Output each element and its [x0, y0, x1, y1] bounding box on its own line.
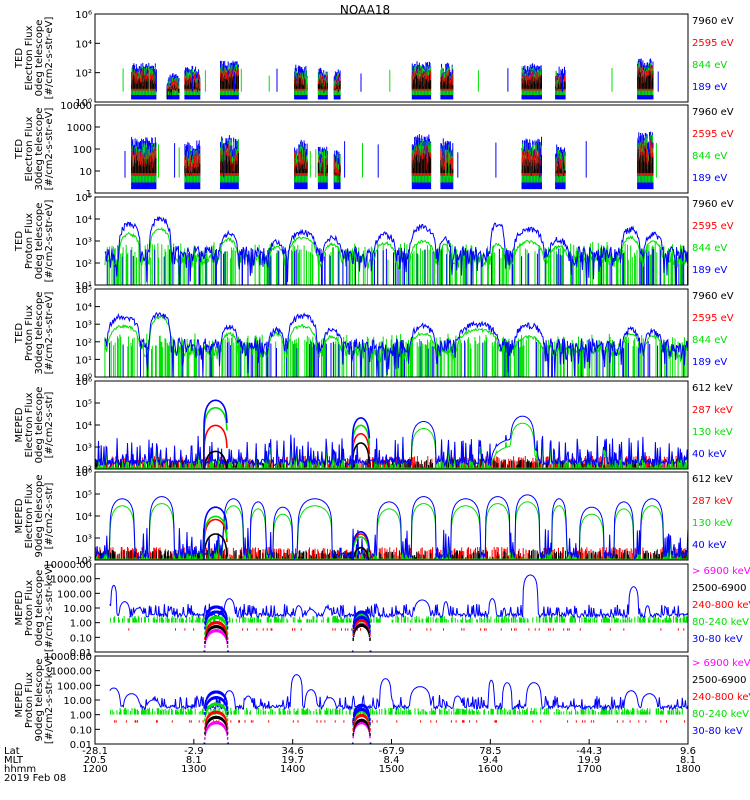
y-axis-label: 30deg telescope — [34, 291, 45, 374]
saa-green-arc — [351, 424, 371, 469]
y-tick-label: 1000 — [67, 123, 92, 134]
y-tick-label: 10³ — [75, 320, 92, 331]
saa-red-arc — [351, 432, 371, 469]
proton-blue-series — [104, 215, 688, 285]
legend-entry: 844 eV — [692, 60, 727, 71]
legend-entry: 130 keV — [692, 427, 733, 438]
y-axis-label: TED — [14, 139, 25, 160]
y-axis-label: [#/cm2-s-str-eV] — [44, 292, 55, 375]
y-tick-label: 10² — [75, 69, 92, 80]
y-tick-label: 10⁴ — [75, 215, 92, 226]
y-axis-label: [#/cm2-s-str-eV] — [44, 108, 55, 191]
y-axis-label: [#/cm2-s-str-eV] — [44, 17, 55, 100]
y-tick-label: 10000 — [60, 101, 92, 112]
y-axis-label: TED — [14, 323, 25, 344]
y-tick-label: 10⁰ — [75, 98, 92, 109]
saa-black-arc — [203, 450, 228, 469]
y-axis-label: Electron Flux — [24, 116, 35, 181]
panel-plot-area — [122, 58, 659, 100]
saa-black-arc — [351, 442, 371, 469]
legend-entry: 189 eV — [692, 357, 727, 368]
y-axis-label: Proton Flux — [24, 305, 35, 361]
y-tick-label: 10² — [75, 259, 92, 270]
legend-entry: 2595 eV — [692, 313, 734, 324]
y-tick-label: 10¹ — [75, 281, 92, 292]
y-axis-label: 0deg telescope — [34, 20, 45, 97]
panel-frame — [94, 13, 689, 103]
panel-plot-area — [95, 399, 688, 469]
y-axis-label: 30deg telescope — [34, 107, 45, 190]
legend-entry: 7960 eV — [692, 107, 734, 118]
legend-entry: 844 eV — [692, 151, 727, 162]
saa-blue-arc — [351, 417, 371, 469]
panel-plot-area — [95, 494, 688, 560]
legend-entry: 40 keV — [692, 449, 726, 460]
panel-1: 10⁰ 10² 10⁴ 10⁶ TED Electron Flux 0deg telesco… — [14, 10, 734, 109]
panel-2: 1 10 100 1000 10000 TED Electron Flux 30deg tel… — [14, 101, 734, 200]
legend-entry: 2595 eV — [692, 221, 734, 232]
y-tick-label: 10⁰ — [75, 373, 92, 384]
legend-entry: 2595 eV — [692, 129, 734, 140]
legend-entry: 189 eV — [692, 265, 727, 276]
legend-entry: 612 keV — [692, 383, 733, 394]
y-tick-label: 10² — [75, 465, 92, 476]
legend-entry: 844 eV — [692, 243, 727, 254]
legend-entry: 844 eV — [692, 335, 727, 346]
y-axis-label: Electron Flux — [24, 25, 35, 90]
legend-entry: 7960 eV — [692, 16, 734, 27]
y-tick-label: 10⁶ — [75, 10, 92, 21]
legend-entry: 189 eV — [692, 82, 727, 93]
y-axis-label: 0deg telescope — [34, 387, 45, 464]
y-tick-label: 10⁵ — [75, 399, 92, 410]
y-tick-label: 10⁴ — [75, 39, 92, 50]
saa-red-arc — [202, 424, 228, 469]
y-tick-label: 10³ — [75, 237, 92, 248]
proton-blue-series — [104, 311, 688, 377]
y-tick-label: 10 — [79, 167, 92, 178]
y-tick-label: 10⁶ — [75, 377, 92, 388]
panel-plot-area — [104, 215, 688, 285]
y-axis-label: Electron Flux — [24, 392, 35, 457]
panel-frame — [94, 288, 689, 378]
y-tick-label: 10⁵ — [75, 285, 92, 296]
y-tick-label: 10³ — [75, 443, 92, 454]
legend-entry: 7960 eV — [692, 291, 734, 302]
figure-title: NOAA18 — [340, 3, 390, 17]
y-axis-label: TED — [14, 48, 25, 69]
legend-entry: 189 eV — [692, 173, 727, 184]
y-tick-label: 10⁴ — [75, 303, 92, 314]
panel-plot-area — [104, 311, 688, 377]
y-axis-label: [#/cm2-s-str-eV] — [44, 200, 55, 283]
y-axis-label: TED — [14, 231, 25, 252]
legend-entry: 287 keV — [692, 405, 733, 416]
saa-blue-arc — [202, 399, 228, 469]
panel-plot-area — [124, 131, 657, 190]
panel-5: 10² 10³ 10⁴ 10⁵ 10⁶ MEPED Electron Flux 0deg te… — [14, 377, 733, 476]
proton-green-series — [104, 227, 688, 271]
y-tick-label: 1 — [86, 189, 92, 200]
panel-frame — [94, 380, 689, 470]
y-axis-label: MEPED — [14, 407, 25, 442]
y-tick-label: 10⁵ — [75, 193, 92, 204]
panel-4: 10⁰ 10¹ 10² 10³ 10⁴ 10⁵ TED Proton Flux 30deg te… — [14, 285, 734, 384]
y-tick-label: 10⁴ — [75, 421, 92, 432]
legend-entry: 7960 eV — [692, 199, 734, 210]
y-axis-label: 0deg telescope — [34, 203, 45, 280]
electron-blue-series — [95, 415, 688, 468]
y-tick-label: 10² — [75, 338, 92, 349]
saa-green-arc — [202, 406, 228, 469]
y-tick-label: 100 — [73, 145, 92, 156]
legend-entry: 2595 eV — [692, 38, 734, 49]
y-axis-label: [#/cm2-s-str] — [44, 391, 55, 458]
y-tick-label: 10¹ — [75, 355, 92, 366]
y-axis-label: Proton Flux — [24, 213, 35, 269]
panel-3: 10¹ 10² 10³ 10⁴ 10⁵ TED Proton Flux 0deg telesc… — [14, 193, 734, 292]
panel-frame — [94, 104, 689, 194]
